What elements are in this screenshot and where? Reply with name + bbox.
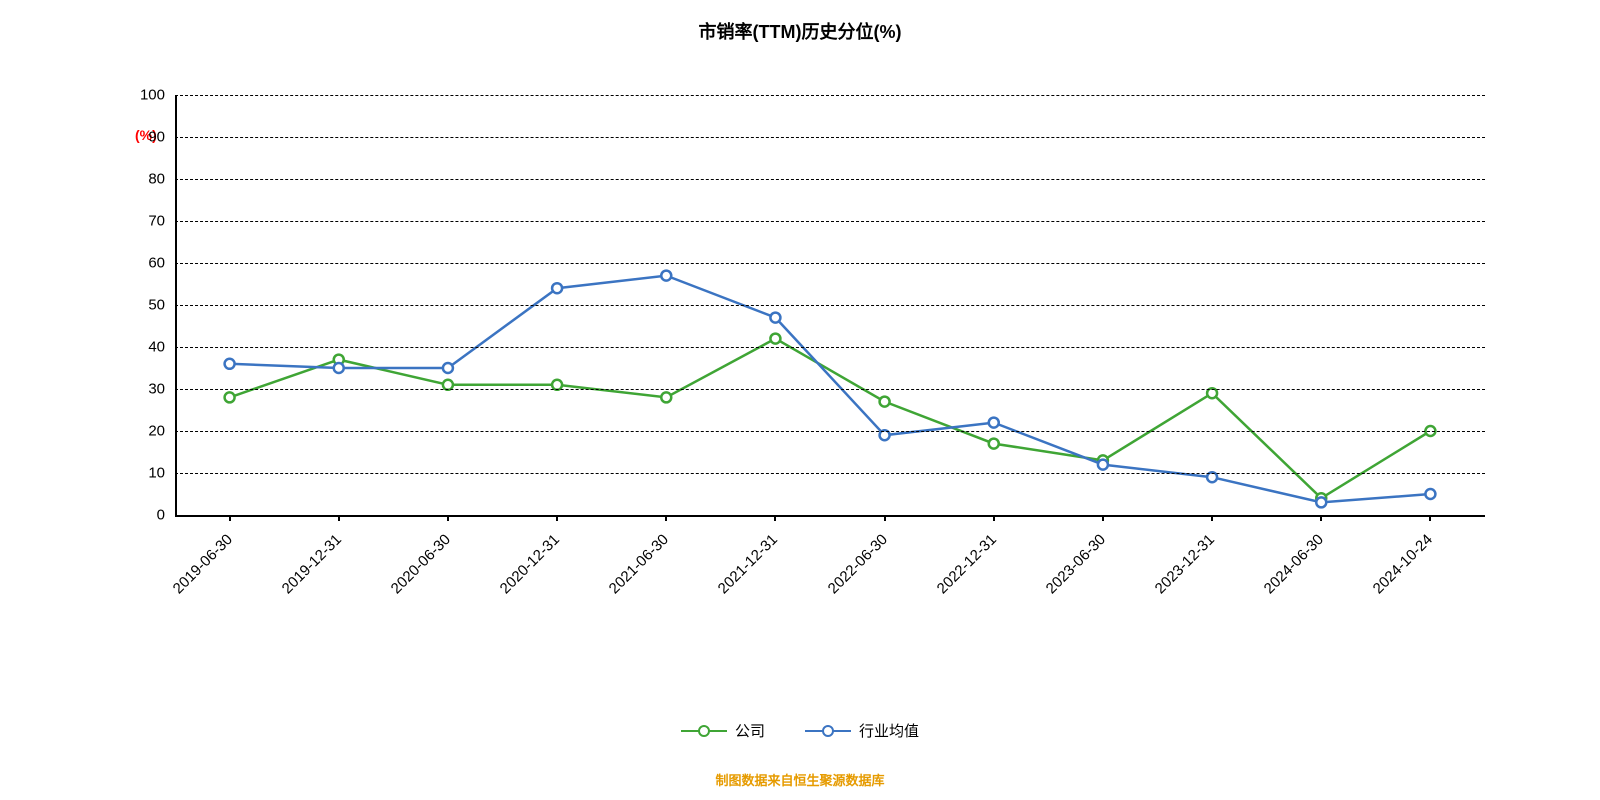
series-marker-行业均值 [443, 363, 453, 373]
series-marker-公司 [225, 392, 235, 402]
x-tick-mark [1211, 515, 1213, 521]
series-marker-行业均值 [989, 418, 999, 428]
x-tick-label: 2020-06-30 [364, 531, 454, 621]
gridline [175, 263, 1485, 264]
y-axis-line [175, 95, 177, 515]
x-tick-label: 2022-12-31 [910, 531, 1000, 621]
x-tick-label: 2024-10-24 [1347, 531, 1437, 621]
gridline [175, 431, 1485, 432]
chart-title: 市销率(TTM)历史分位(%) [0, 18, 1600, 44]
x-tick-label: 2019-06-30 [146, 531, 236, 621]
series-line-公司 [230, 339, 1431, 499]
series-marker-行业均值 [225, 359, 235, 369]
x-tick-mark [993, 515, 995, 521]
series-marker-公司 [770, 334, 780, 344]
series-marker-行业均值 [1098, 460, 1108, 470]
gridline [175, 473, 1485, 474]
legend-label: 行业均值 [859, 720, 919, 741]
x-axis-line [175, 515, 1485, 517]
series-marker-行业均值 [770, 313, 780, 323]
x-tick-mark [1429, 515, 1431, 521]
x-tick-label: 2020-12-31 [473, 531, 563, 621]
x-tick-mark [774, 515, 776, 521]
legend: 公司 行业均值 [0, 720, 1600, 741]
y-tick-label: 50 [125, 297, 165, 314]
gridline [175, 95, 1485, 96]
y-tick-label: 10 [125, 465, 165, 482]
x-tick-mark [665, 515, 667, 521]
x-tick-label: 2023-06-30 [1019, 531, 1109, 621]
x-tick-mark [229, 515, 231, 521]
x-tick-mark [884, 515, 886, 521]
gridline [175, 305, 1485, 306]
chart-container: 市销率(TTM)历史分位(%) (%) 公司行业均值 制图数据来自恒生聚源数据库… [0, 0, 1600, 800]
y-tick-label: 40 [125, 339, 165, 356]
footer-note: 制图数据来自恒生聚源数据库 [0, 770, 1600, 789]
x-tick-label: 2019-12-31 [255, 531, 345, 621]
legend-item-公司[interactable]: 公司 [681, 720, 765, 741]
gridline [175, 137, 1485, 138]
series-marker-行业均值 [1425, 489, 1435, 499]
x-tick-mark [447, 515, 449, 521]
gridline [175, 179, 1485, 180]
gridline [175, 389, 1485, 390]
series-marker-行业均值 [552, 283, 562, 293]
series-marker-行业均值 [334, 363, 344, 373]
gridline [175, 347, 1485, 348]
y-tick-label: 60 [125, 255, 165, 272]
gridline [175, 221, 1485, 222]
y-tick-label: 100 [125, 87, 165, 104]
plot-area [175, 95, 1485, 515]
legend-label: 公司 [735, 720, 765, 741]
series-marker-公司 [989, 439, 999, 449]
x-tick-mark [556, 515, 558, 521]
series-marker-行业均值 [661, 271, 671, 281]
x-tick-label: 2024-06-30 [1237, 531, 1327, 621]
legend-item-行业均值[interactable]: 行业均值 [805, 720, 919, 741]
x-tick-mark [338, 515, 340, 521]
y-tick-label: 30 [125, 381, 165, 398]
x-tick-label: 2023-12-31 [1128, 531, 1218, 621]
legend-swatch [681, 724, 727, 738]
series-marker-行业均值 [1316, 497, 1326, 507]
y-tick-label: 90 [125, 129, 165, 146]
x-tick-mark [1320, 515, 1322, 521]
y-tick-label: 80 [125, 171, 165, 188]
x-tick-label: 2022-06-30 [801, 531, 891, 621]
x-tick-mark [1102, 515, 1104, 521]
series-marker-公司 [880, 397, 890, 407]
y-tick-label: 0 [125, 507, 165, 524]
x-tick-label: 2021-06-30 [582, 531, 672, 621]
x-tick-label: 2021-12-31 [692, 531, 782, 621]
legend-swatch [805, 724, 851, 738]
y-tick-label: 70 [125, 213, 165, 230]
y-tick-label: 20 [125, 423, 165, 440]
series-marker-公司 [661, 392, 671, 402]
